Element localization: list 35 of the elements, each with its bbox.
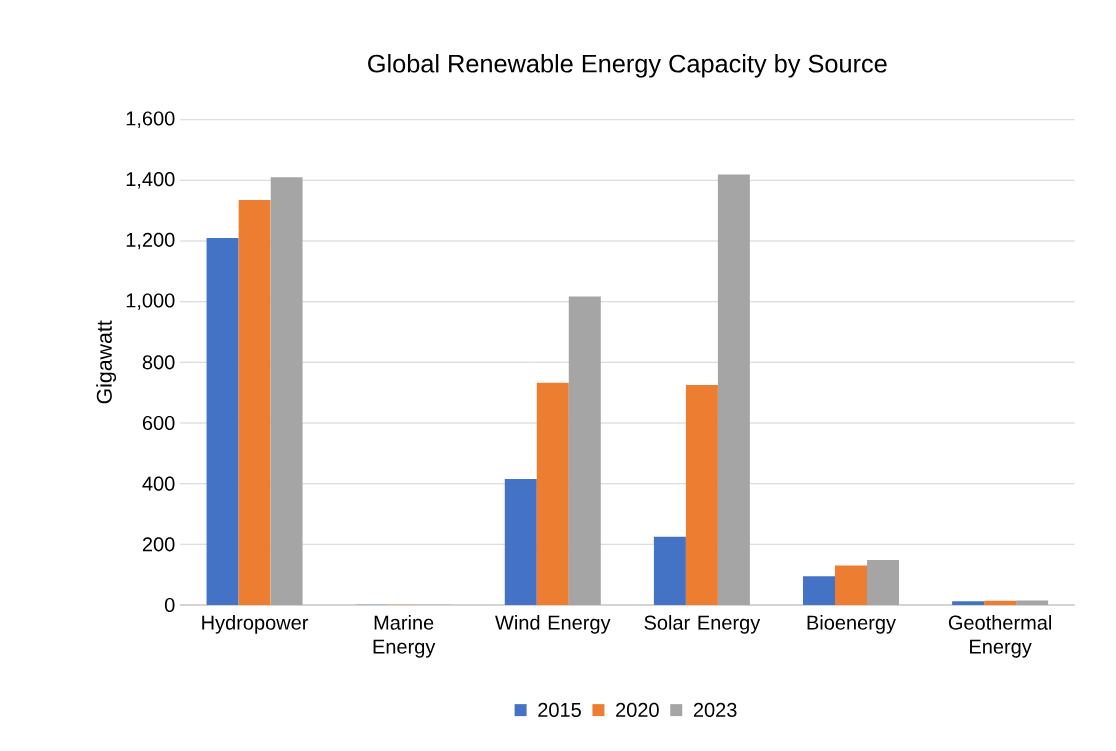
bar xyxy=(867,560,900,605)
bar xyxy=(984,600,1017,605)
x-tick-label: Hydropower xyxy=(202,615,309,634)
y-tick-label: 400 xyxy=(142,476,175,491)
x-tick-label: Solar Energy xyxy=(644,615,761,634)
bar xyxy=(685,385,718,605)
y-tick-label: 800 xyxy=(142,355,175,370)
bar xyxy=(653,536,686,605)
x-tick-label: Marine Energy xyxy=(373,615,436,658)
bar xyxy=(270,177,303,605)
bar xyxy=(536,382,569,605)
y-tick-label: 200 xyxy=(142,537,175,552)
chart-title: Global Renewable Energy Capacity by Source xyxy=(368,54,887,78)
y-tick-label: 1,200 xyxy=(126,232,175,250)
y-tick-label: 0 xyxy=(164,597,175,613)
bar xyxy=(952,601,985,605)
legend-label: 2020 xyxy=(616,702,659,717)
bar xyxy=(238,200,271,605)
y-tick-label: 1,400 xyxy=(126,172,175,189)
bar xyxy=(717,174,750,605)
bar xyxy=(1016,600,1049,605)
bar xyxy=(504,479,537,605)
bar xyxy=(206,237,239,605)
y-tick-label: 1,600 xyxy=(126,111,175,128)
x-tick-label: Geothermal Energy xyxy=(948,615,1052,658)
x-tick-label: Bioenergy xyxy=(807,615,896,634)
y-tick-label: 600 xyxy=(142,415,175,431)
y-axis-title: Gigawatt xyxy=(96,320,117,404)
bar xyxy=(568,296,601,605)
legend-label: 2023 xyxy=(693,702,737,717)
bar xyxy=(835,565,868,605)
y-tick-label: 1,000 xyxy=(126,293,175,310)
x-tick-label: Wind Energy xyxy=(495,615,611,634)
legend-label: 2015 xyxy=(538,702,581,717)
bar xyxy=(803,576,836,605)
